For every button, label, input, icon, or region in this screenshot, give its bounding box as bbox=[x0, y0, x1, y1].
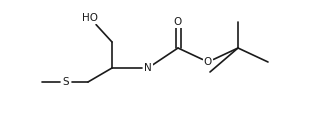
Text: O: O bbox=[204, 57, 212, 67]
Text: HO: HO bbox=[82, 13, 98, 23]
Text: O: O bbox=[174, 17, 182, 27]
Text: S: S bbox=[63, 77, 69, 87]
Text: N: N bbox=[144, 63, 152, 73]
